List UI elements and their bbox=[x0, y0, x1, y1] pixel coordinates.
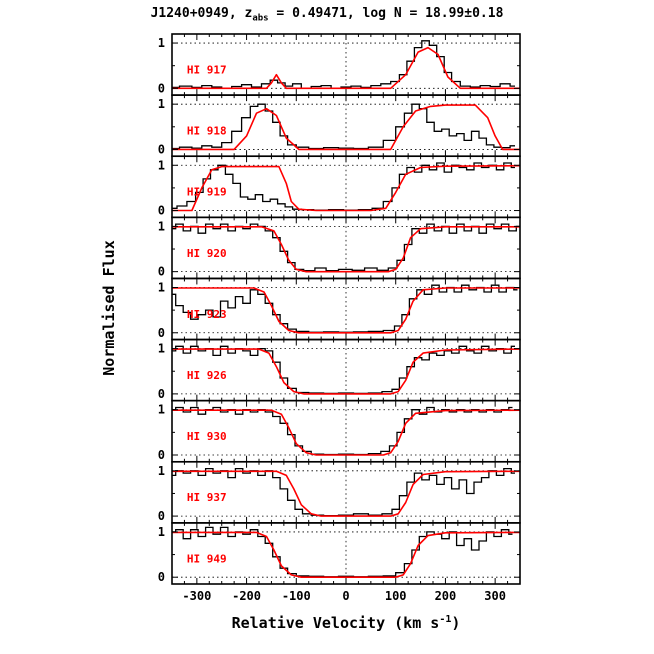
y-tick-label: 1 bbox=[158, 219, 165, 233]
x-tick-label: 0 bbox=[342, 589, 349, 603]
y-tick-label: 1 bbox=[158, 36, 165, 50]
title-suffix: = 0.49471, log N = 18.99±0.18 bbox=[268, 6, 504, 21]
panel-hi-923: 0 1 HI 923 bbox=[158, 277, 521, 341]
y-tick-label: 0 bbox=[158, 265, 165, 279]
chart-title: J1240+0949, zabs = 0.49471, log N = 18.9… bbox=[0, 6, 654, 24]
panel-hi-919: 0 1 HI 919 bbox=[158, 155, 521, 219]
panel-plot-area bbox=[172, 223, 520, 273]
model-fit bbox=[172, 46, 520, 90]
panel-hi-917: 0 1 HI 917 bbox=[158, 33, 521, 96]
x-tick-label: 300 bbox=[484, 589, 506, 603]
data-spectrum bbox=[172, 40, 515, 89]
panel-hi-930: 0 1 HI 930 bbox=[158, 399, 521, 463]
x-tick-label: 200 bbox=[435, 589, 457, 603]
panel-plot-area bbox=[172, 467, 520, 517]
model-fit bbox=[172, 226, 520, 273]
title-subscript: abs bbox=[252, 13, 269, 24]
x-axis-label-main: Relative Velocity (km s bbox=[231, 614, 440, 632]
panel-hi-949: 0 1 HI 949 bbox=[158, 522, 521, 585]
x-axis-label-exponent: -1 bbox=[439, 614, 452, 625]
y-tick-label: 0 bbox=[158, 81, 165, 95]
panel-plot-area bbox=[172, 162, 520, 212]
x-tick-label: -300 bbox=[182, 589, 211, 603]
y-tick-label: 0 bbox=[158, 204, 165, 218]
model-fit bbox=[172, 531, 520, 578]
transition-label: HI 920 bbox=[187, 247, 227, 260]
model-fit bbox=[172, 348, 520, 395]
transition-label: HI 949 bbox=[187, 552, 227, 565]
model-fit bbox=[172, 409, 520, 456]
data-spectrum bbox=[172, 223, 520, 272]
title-prefix: J1240+0949, z bbox=[150, 6, 253, 21]
data-spectrum bbox=[172, 103, 515, 150]
y-tick-label: 1 bbox=[158, 280, 165, 294]
panel-hi-918: 0 1 HI 918 bbox=[158, 94, 521, 158]
data-spectrum bbox=[172, 345, 515, 395]
y-tick-label: 1 bbox=[158, 97, 165, 111]
y-tick-label: 1 bbox=[158, 342, 165, 356]
panel-hi-937: 0 1 HI 937 bbox=[158, 460, 521, 524]
transition-label: HI 926 bbox=[187, 369, 227, 382]
y-tick-label: 0 bbox=[158, 387, 165, 401]
x-tick-label: -200 bbox=[232, 589, 261, 603]
y-tick-label: 1 bbox=[158, 158, 165, 172]
x-axis-label-end: ) bbox=[451, 614, 461, 632]
y-tick-label: 0 bbox=[158, 570, 165, 584]
y-tick-label: 0 bbox=[158, 142, 165, 156]
transition-label: HI 937 bbox=[187, 491, 227, 504]
x-tick-label: -100 bbox=[282, 589, 311, 603]
panel-hi-920: 0 1 HI 920 bbox=[158, 216, 521, 280]
panel-plot-area bbox=[172, 284, 520, 334]
y-tick-label: 1 bbox=[158, 403, 165, 417]
y-tick-label: 1 bbox=[158, 464, 165, 478]
transition-label: HI 930 bbox=[187, 430, 227, 443]
panel-plot-area bbox=[172, 345, 520, 395]
y-tick-label: 0 bbox=[158, 509, 165, 523]
panel-hi-926: 0 1 HI 926 bbox=[158, 338, 521, 402]
x-axis-label: Relative Velocity (km s-1) bbox=[172, 614, 520, 632]
model-fit bbox=[172, 104, 520, 151]
transition-label: HI 919 bbox=[187, 186, 227, 199]
model-fit bbox=[172, 470, 520, 517]
transition-label: HI 923 bbox=[187, 308, 227, 321]
panel-plot-area bbox=[172, 406, 520, 456]
panel-plot-area bbox=[172, 103, 520, 151]
panel-plot-area bbox=[172, 526, 520, 578]
model-fit bbox=[172, 287, 520, 334]
x-tick-label: 100 bbox=[385, 589, 407, 603]
model-fit bbox=[172, 164, 520, 212]
transition-label: HI 917 bbox=[187, 63, 227, 76]
transition-label: HI 918 bbox=[187, 125, 227, 138]
y-tick-label: 1 bbox=[158, 525, 165, 539]
y-tick-label: 0 bbox=[158, 448, 165, 462]
panel-plot-area bbox=[172, 40, 520, 90]
y-tick-label: 0 bbox=[158, 326, 165, 340]
